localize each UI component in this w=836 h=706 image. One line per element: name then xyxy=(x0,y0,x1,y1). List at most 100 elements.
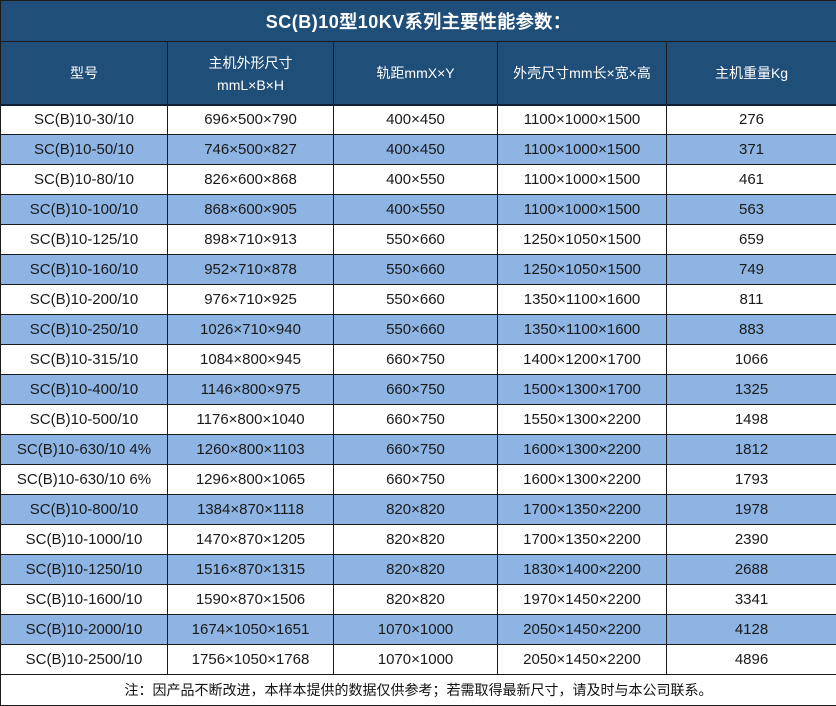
cell-model: SC(B)10-2500/10 xyxy=(1,645,168,675)
cell-unit-dimensions: 1084×800×945 xyxy=(168,345,334,375)
column-header-label: 外壳尺寸mm长×宽×高 xyxy=(499,63,665,83)
cell-model: SC(B)10-315/10 xyxy=(1,345,168,375)
column-header-label: 主机重量Kg xyxy=(668,63,835,83)
cell-model: SC(B)10-160/10 xyxy=(1,255,168,285)
column-header-label: 主机外形尺寸 xyxy=(169,53,332,73)
cell-model: SC(B)10-1250/10 xyxy=(1,555,168,585)
cell-shell-dimensions: 1250×1050×1500 xyxy=(498,225,667,255)
column-header-unit-dimensions: 主机外形尺寸 mmL×B×H xyxy=(168,42,334,105)
cell-rail-gauge: 660×750 xyxy=(334,405,498,435)
column-header-weight: 主机重量Kg xyxy=(667,42,836,105)
cell-weight: 2390 xyxy=(667,525,836,555)
cell-weight: 371 xyxy=(667,135,836,165)
cell-unit-dimensions: 1146×800×975 xyxy=(168,375,334,405)
cell-unit-dimensions: 696×500×790 xyxy=(168,105,334,135)
cell-weight: 3341 xyxy=(667,585,836,615)
cell-rail-gauge: 1070×1000 xyxy=(334,615,498,645)
cell-rail-gauge: 400×450 xyxy=(334,135,498,165)
cell-weight: 1978 xyxy=(667,495,836,525)
cell-weight: 4896 xyxy=(667,645,836,675)
cell-unit-dimensions: 1260×800×1103 xyxy=(168,435,334,465)
cell-unit-dimensions: 868×600×905 xyxy=(168,195,334,225)
cell-rail-gauge: 820×820 xyxy=(334,555,498,585)
cell-rail-gauge: 400×550 xyxy=(334,165,498,195)
cell-weight: 4128 xyxy=(667,615,836,645)
cell-shell-dimensions: 1700×1350×2200 xyxy=(498,495,667,525)
cell-model: SC(B)10-100/10 xyxy=(1,195,168,225)
cell-model: SC(B)10-30/10 xyxy=(1,105,168,135)
cell-rail-gauge: 550×660 xyxy=(334,225,498,255)
cell-unit-dimensions: 1674×1050×1651 xyxy=(168,615,334,645)
cell-weight: 749 xyxy=(667,255,836,285)
cell-shell-dimensions: 2050×1450×2200 xyxy=(498,615,667,645)
footnote-row: 注：因产品不断改进，本样本提供的数据仅供参考；若需取得最新尺寸，请及时与本公司联… xyxy=(1,675,836,706)
cell-unit-dimensions: 1590×870×1506 xyxy=(168,585,334,615)
cell-rail-gauge: 400×550 xyxy=(334,195,498,225)
cell-unit-dimensions: 746×500×827 xyxy=(168,135,334,165)
cell-unit-dimensions: 1756×1050×1768 xyxy=(168,645,334,675)
cell-model: SC(B)10-400/10 xyxy=(1,375,168,405)
cell-unit-dimensions: 976×710×925 xyxy=(168,285,334,315)
cell-shell-dimensions: 1600×1300×2200 xyxy=(498,435,667,465)
cell-unit-dimensions: 1516×870×1315 xyxy=(168,555,334,585)
title-row: SC(B)10型10KV系列主要性能参数： xyxy=(1,1,836,42)
cell-model: SC(B)10-500/10 xyxy=(1,405,168,435)
cell-weight: 1498 xyxy=(667,405,836,435)
cell-shell-dimensions: 1100×1000×1500 xyxy=(498,195,667,225)
cell-model: SC(B)10-630/10 6% xyxy=(1,465,168,495)
cell-model: SC(B)10-80/10 xyxy=(1,165,168,195)
cell-weight: 1812 xyxy=(667,435,836,465)
cell-shell-dimensions: 1830×1400×2200 xyxy=(498,555,667,585)
cell-model: SC(B)10-125/10 xyxy=(1,225,168,255)
cell-rail-gauge: 660×750 xyxy=(334,345,498,375)
cell-rail-gauge: 660×750 xyxy=(334,435,498,465)
cell-unit-dimensions: 1296×800×1065 xyxy=(168,465,334,495)
cell-rail-gauge: 660×750 xyxy=(334,375,498,405)
cell-model: SC(B)10-2000/10 xyxy=(1,615,168,645)
cell-model: SC(B)10-1000/10 xyxy=(1,525,168,555)
cell-unit-dimensions: 898×710×913 xyxy=(168,225,334,255)
cell-weight: 461 xyxy=(667,165,836,195)
cell-rail-gauge: 660×750 xyxy=(334,465,498,495)
cell-unit-dimensions: 1176×800×1040 xyxy=(168,405,334,435)
cell-shell-dimensions: 1100×1000×1500 xyxy=(498,105,667,135)
cell-rail-gauge: 820×820 xyxy=(334,585,498,615)
cell-weight: 1066 xyxy=(667,345,836,375)
cell-weight: 1325 xyxy=(667,375,836,405)
cell-shell-dimensions: 1100×1000×1500 xyxy=(498,165,667,195)
footnote: 注：因产品不断改进，本样本提供的数据仅供参考；若需取得最新尺寸，请及时与本公司联… xyxy=(1,675,836,706)
cell-weight: 811 xyxy=(667,285,836,315)
cell-shell-dimensions: 1550×1300×2200 xyxy=(498,405,667,435)
cell-shell-dimensions: 1350×1100×1600 xyxy=(498,285,667,315)
cell-shell-dimensions: 1700×1350×2200 xyxy=(498,525,667,555)
cell-model: SC(B)10-630/10 4% xyxy=(1,435,168,465)
cell-rail-gauge: 1070×1000 xyxy=(334,645,498,675)
cell-weight: 1793 xyxy=(667,465,836,495)
cell-weight: 276 xyxy=(667,105,836,135)
cell-shell-dimensions: 1250×1050×1500 xyxy=(498,255,667,285)
table-title: SC(B)10型10KV系列主要性能参数： xyxy=(1,1,836,42)
cell-shell-dimensions: 2050×1450×2200 xyxy=(498,645,667,675)
cell-shell-dimensions: 1600×1300×2200 xyxy=(498,465,667,495)
header-row: 型号 主机外形尺寸 mmL×B×H 轨距mmX×Y 外壳尺寸mm长×宽×高 主机… xyxy=(1,42,836,105)
column-header-rail-gauge: 轨距mmX×Y xyxy=(334,42,498,105)
column-header-shell-dimensions: 外壳尺寸mm长×宽×高 xyxy=(498,42,667,105)
cell-rail-gauge: 820×820 xyxy=(334,525,498,555)
cell-weight: 563 xyxy=(667,195,836,225)
